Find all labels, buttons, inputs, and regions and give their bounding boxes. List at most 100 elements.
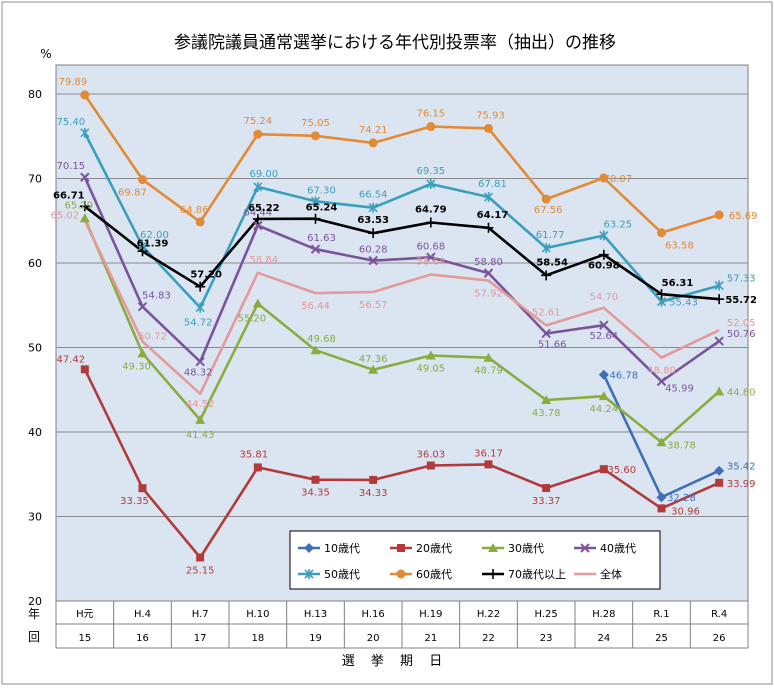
data-point bbox=[598, 249, 609, 260]
round-row-label: 回 bbox=[28, 630, 40, 644]
series-line bbox=[83, 176, 720, 383]
data-point bbox=[426, 252, 436, 262]
data-point bbox=[656, 376, 667, 387]
data-point bbox=[541, 395, 552, 405]
y-axis-unit: % bbox=[40, 47, 51, 61]
data-label: 61.77 bbox=[536, 230, 565, 241]
legend-marker bbox=[397, 544, 405, 552]
data-point bbox=[599, 320, 609, 330]
gridlines bbox=[56, 93, 748, 517]
series-line bbox=[83, 220, 720, 396]
data-point bbox=[714, 280, 724, 291]
data-label: 55.20 bbox=[238, 314, 267, 325]
data-point bbox=[598, 391, 609, 401]
data-point bbox=[541, 328, 551, 339]
data-label: 67.81 bbox=[478, 179, 507, 190]
data-label: 35.60 bbox=[608, 465, 637, 476]
data-label: 58.54 bbox=[536, 257, 568, 268]
data-point bbox=[253, 463, 262, 472]
data-point bbox=[310, 213, 321, 224]
round-label: 16 bbox=[136, 633, 149, 644]
data-point bbox=[542, 484, 551, 493]
data-label: 38.78 bbox=[667, 440, 696, 451]
data-point bbox=[196, 553, 205, 562]
data-point bbox=[714, 294, 725, 305]
data-label: 36.03 bbox=[417, 450, 446, 461]
legend-marker bbox=[304, 569, 314, 579]
data-label: 54.72 bbox=[184, 318, 213, 329]
data-point bbox=[656, 437, 667, 447]
chart-title: 参議院議員通常選挙における年代別投票率（抽出）の推移 bbox=[174, 33, 616, 53]
x-tick-label: H元 bbox=[76, 609, 94, 620]
x-tick-label: R.4 bbox=[711, 609, 727, 620]
data-label: 51.66 bbox=[538, 339, 567, 350]
data-point bbox=[368, 364, 379, 374]
round-label: 20 bbox=[367, 633, 380, 644]
data-point bbox=[541, 194, 551, 204]
x-tick-label: R.1 bbox=[653, 609, 669, 620]
legend-entry: 20歳代 bbox=[416, 542, 452, 555]
data-label: 47.42 bbox=[57, 354, 86, 365]
data-label: 57.33 bbox=[727, 274, 756, 285]
data-label: 65.22 bbox=[248, 203, 280, 214]
legend: 10歳代 20歳代 30歳代 40歳代 50歳代 60歳代 70歳代以上 全体 bbox=[289, 530, 661, 590]
legend-marker bbox=[488, 543, 498, 552]
data-point bbox=[195, 356, 205, 367]
data-label: 74.21 bbox=[359, 125, 388, 136]
data-label: 52.05 bbox=[727, 318, 756, 329]
data-point bbox=[714, 465, 725, 476]
data-label: 63.58 bbox=[665, 241, 694, 252]
x-tick-label: H.22 bbox=[477, 609, 500, 620]
data-label: 48.79 bbox=[474, 366, 503, 377]
data-point bbox=[311, 131, 320, 141]
series-lines bbox=[83, 94, 721, 559]
data-point bbox=[656, 492, 667, 503]
data-point bbox=[195, 217, 205, 227]
data-label: 75.93 bbox=[476, 110, 505, 121]
legend-entry: 70歳代以上 bbox=[508, 568, 566, 581]
data-label: 65.24 bbox=[306, 203, 338, 214]
data-point bbox=[253, 129, 263, 139]
data-label: 49.68 bbox=[307, 334, 336, 345]
data-label: 61.39 bbox=[137, 238, 169, 249]
data-point bbox=[368, 138, 378, 148]
round-label: 18 bbox=[251, 633, 264, 644]
data-label: 69.87 bbox=[118, 188, 147, 199]
data-label: 75.24 bbox=[244, 116, 273, 127]
data-point bbox=[369, 475, 378, 484]
x-axis-label: 選 挙 期 日 bbox=[342, 654, 448, 669]
data-point bbox=[252, 213, 263, 224]
data-point bbox=[484, 460, 493, 469]
data-point bbox=[138, 175, 147, 185]
data-label: 76.15 bbox=[417, 109, 446, 120]
data-point bbox=[253, 181, 263, 192]
data-label: 55.72 bbox=[725, 295, 757, 306]
data-point bbox=[714, 210, 724, 220]
data-point bbox=[599, 173, 609, 183]
data-point bbox=[714, 336, 724, 346]
data-label: 66.71 bbox=[53, 190, 85, 201]
legend-entry: 全体 bbox=[600, 567, 622, 581]
data-label: 79.89 bbox=[59, 77, 88, 88]
data-label: 65.29 bbox=[65, 200, 94, 211]
data-label: 56.57 bbox=[359, 300, 388, 311]
data-label: 64.86 bbox=[180, 205, 209, 216]
data-label: 58.84 bbox=[250, 255, 279, 266]
data-label: 66.54 bbox=[359, 190, 388, 201]
data-label: 35.42 bbox=[727, 462, 756, 473]
round-label: 19 bbox=[309, 633, 322, 644]
y-tick-label: 60 bbox=[28, 257, 42, 270]
data-point bbox=[657, 228, 666, 238]
data-label: 50.76 bbox=[727, 329, 756, 340]
data-point bbox=[368, 228, 379, 239]
data-label: 47.36 bbox=[359, 354, 388, 365]
y-tick-label: 50 bbox=[28, 342, 42, 355]
data-label: 54.83 bbox=[142, 291, 171, 302]
x-tick-label: H.28 bbox=[592, 609, 615, 620]
data-point bbox=[137, 301, 148, 312]
data-point bbox=[425, 217, 436, 228]
data-label: 65.02 bbox=[51, 211, 80, 222]
data-point bbox=[483, 268, 494, 278]
data-label: 35.81 bbox=[240, 449, 269, 460]
